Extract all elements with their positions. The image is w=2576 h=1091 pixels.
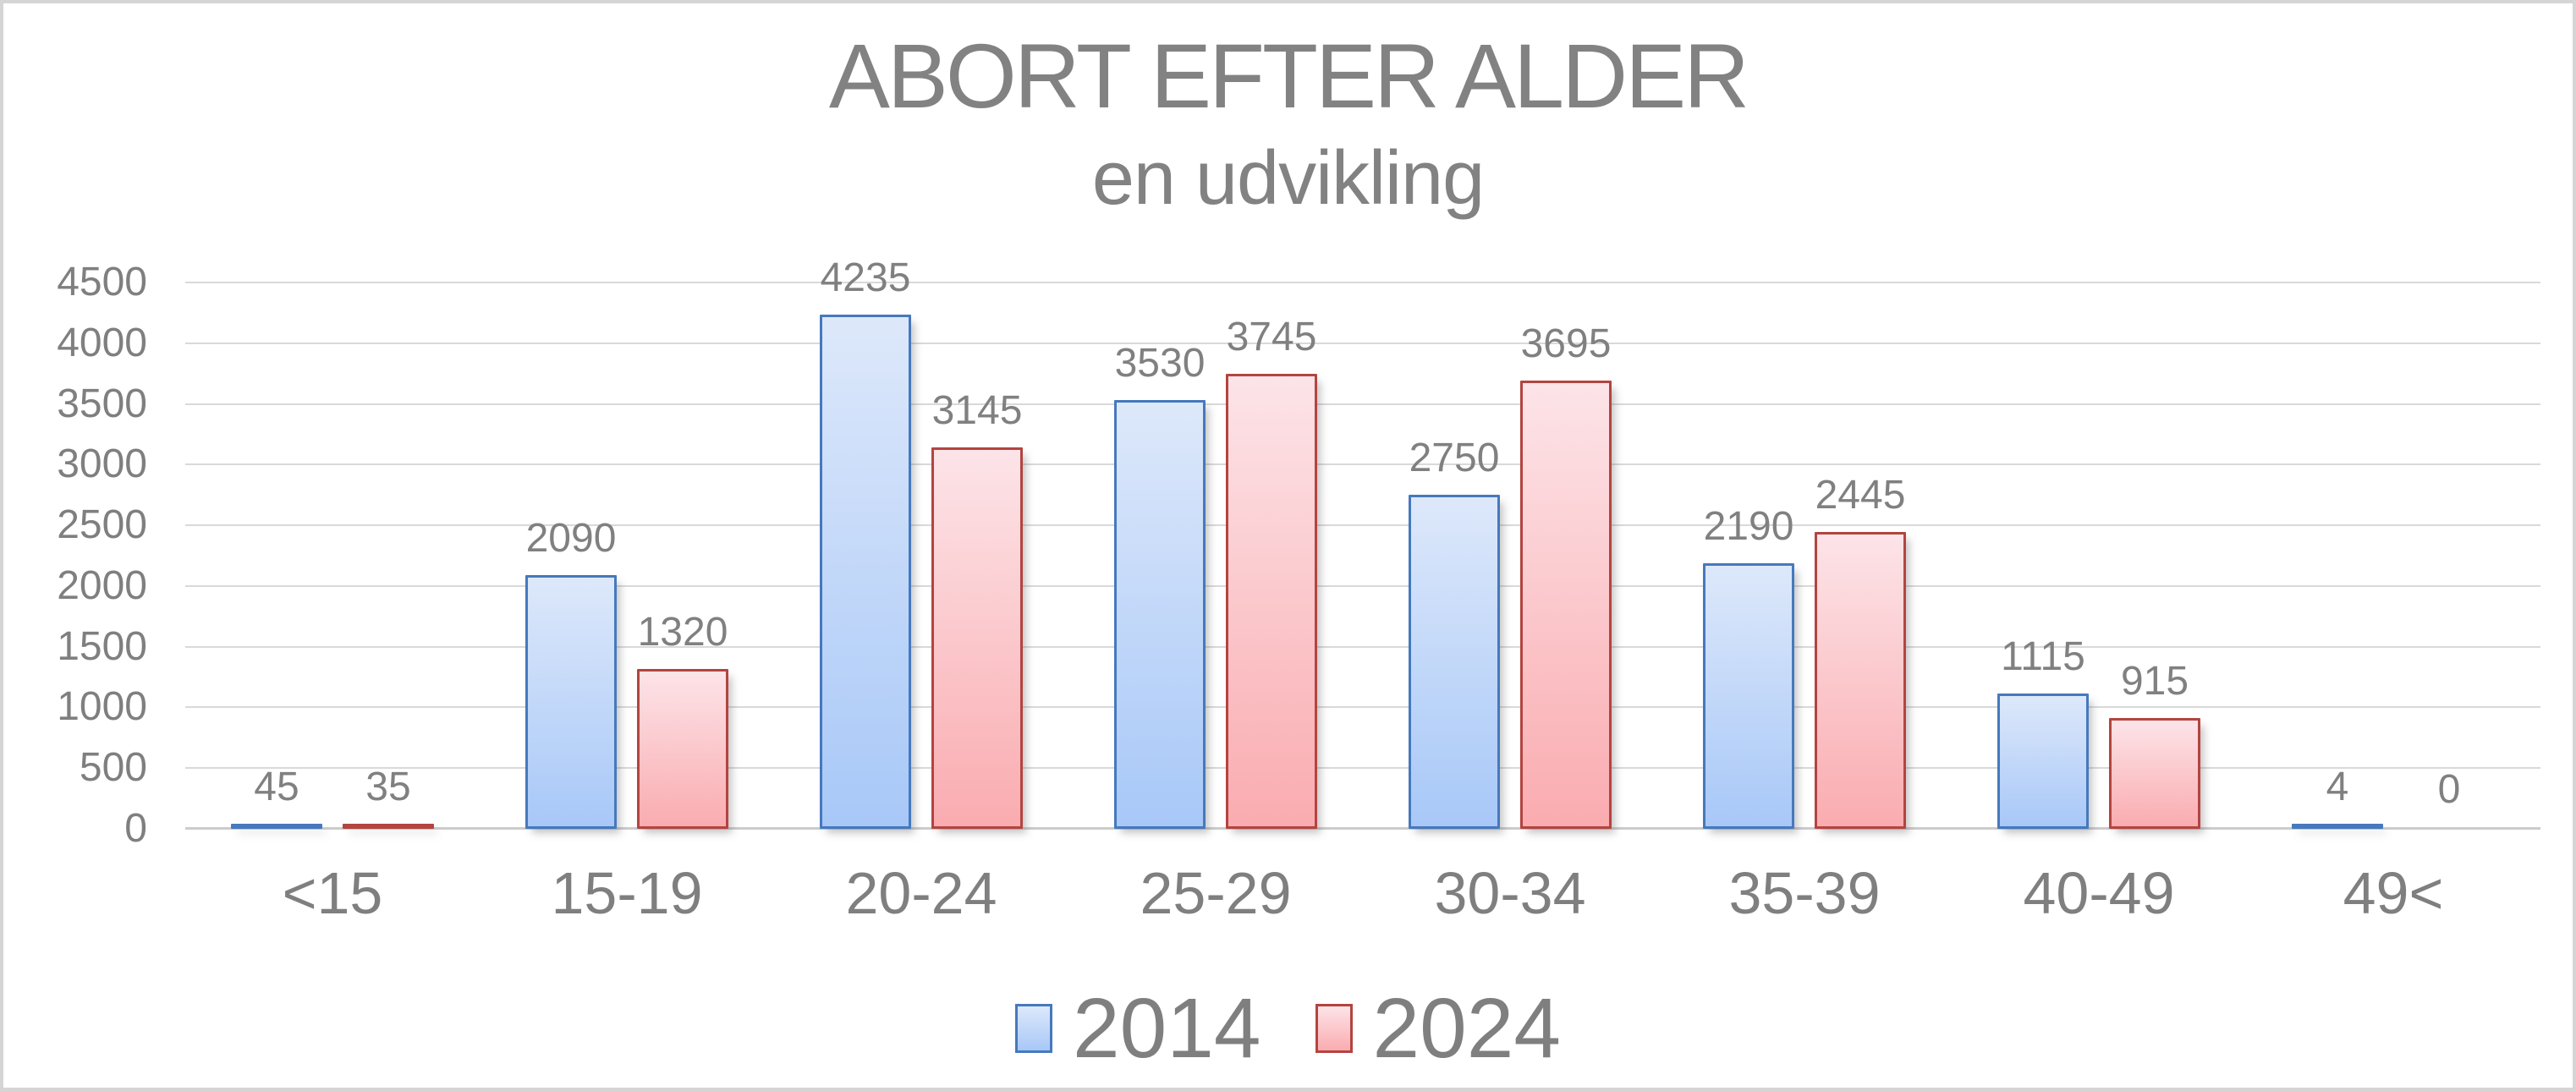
bar-value-label: 0: [2437, 767, 2461, 812]
bar-value-label: 4235: [820, 255, 911, 300]
gridline-0: [185, 827, 2540, 830]
bar-value-label: 915: [2120, 659, 2189, 704]
x-axis-label-25-29: 25-29: [1140, 860, 1292, 926]
x-axis-label-40-49: 40-49: [2023, 860, 2175, 926]
legend-item-2014[interactable]: 2014: [1015, 986, 1261, 1071]
bar-2014-35-39[interactable]: 2190: [1703, 507, 1794, 829]
chart-title: ABORT EFTER ALDER: [828, 25, 1749, 127]
x-axis-label-30-34: 30-34: [1434, 860, 1586, 926]
bar-2014-49<[interactable]: 4: [2292, 767, 2383, 829]
category-group-35-39: 2190 2445: [1657, 282, 1952, 829]
x-axis: <15 15-19 20-24 25-29 30-34 35-39 40-49 49<: [185, 861, 2540, 937]
gridline-500: [185, 767, 2540, 770]
bar-value-label: 1115: [2001, 634, 2085, 679]
y-axis-tick-label: 1000: [57, 684, 147, 730]
x-axis-label-<15: <15: [282, 860, 383, 926]
legend-label-2024: 2024: [1372, 981, 1561, 1076]
x-axis-label-20-24: 20-24: [845, 860, 997, 926]
category-group-15-19: 2090 1320: [480, 282, 774, 829]
bar-2014-20-24[interactable]: 4235: [820, 258, 911, 829]
bar-value-label: 4: [2326, 765, 2349, 809]
bar-2024-20-24[interactable]: 3145: [931, 391, 1023, 829]
category-group-<15: 45 35: [185, 282, 480, 829]
y-axis-tick-label: 3500: [57, 381, 147, 426]
bar-2024-25-29[interactable]: 3745: [1226, 317, 1317, 829]
y-axis-tick-label: 3000: [57, 441, 147, 487]
bar-value-label: 45: [254, 765, 299, 809]
bar-2024-<15[interactable]: 35: [343, 767, 434, 829]
gridline-3500: [185, 403, 2540, 405]
legend-item-2024[interactable]: 2024: [1315, 986, 1561, 1071]
bar-2024-15-19[interactable]: 1320: [637, 612, 728, 829]
legend: 2014 2024: [3, 986, 2573, 1071]
category-group-20-24: 4235 3145: [774, 258, 1068, 829]
chart-subtitle: en udvikling: [1091, 136, 1485, 221]
y-axis-tick-label: 2500: [57, 502, 147, 548]
bar-2014-15-19[interactable]: 2090: [525, 518, 617, 829]
gridline-3000: [185, 463, 2540, 466]
bar-value-label: 3145: [931, 388, 1023, 433]
gridline-4500: [185, 282, 2540, 283]
x-axis-label-49<: 49<: [2343, 860, 2444, 926]
bar-value-label: 3695: [1520, 321, 1612, 366]
category-group-30-34: 2750 3695: [1363, 282, 1657, 829]
bar-2014-25-29[interactable]: 3530: [1114, 343, 1206, 829]
bar-2024-40-49[interactable]: 915: [2109, 661, 2200, 829]
bar-2024-35-39[interactable]: 2445: [1815, 475, 1906, 829]
category-group-40-49: 1115 915: [1952, 282, 2246, 829]
y-axis: 0 500 1000 1500 2000 2500 3000 3500 4000 4500: [3, 260, 147, 851]
bar-value-label: 2445: [1815, 473, 1906, 518]
y-axis-tick-label: 1500: [57, 623, 147, 669]
x-axis-label-15-19: 15-19: [551, 860, 703, 926]
legend-swatch-2014: [1015, 1004, 1053, 1053]
bar-value-label: 3745: [1226, 315, 1317, 359]
bar-2014-<15[interactable]: 45: [231, 767, 322, 829]
bar-value-label: 35: [365, 765, 411, 809]
bar-2014-30-34[interactable]: 2750: [1409, 438, 1500, 829]
gridline-1000: [185, 706, 2540, 709]
x-axis-label-35-39: 35-39: [1728, 860, 1881, 926]
bar-value-label: 2090: [525, 516, 617, 561]
y-axis-tick-label: 0: [124, 806, 147, 851]
gridline-2500: [185, 524, 2540, 527]
y-axis-tick-label: 2000: [57, 562, 147, 608]
gridline-1500: [185, 645, 2540, 648]
plot-area: 45 35 2090 1320 4235 3145 3530 3745 2750 3695 2190…: [185, 258, 2540, 830]
y-axis-tick-label: 500: [79, 745, 147, 791]
gridline-4000: [185, 342, 2540, 344]
legend-label-2014: 2014: [1073, 981, 1261, 1076]
bar-2024-30-34[interactable]: 3695: [1520, 324, 1612, 829]
y-axis-tick-label: 4500: [57, 260, 147, 304]
bar-value-label: 2750: [1409, 436, 1500, 480]
gridline-2000: [185, 584, 2540, 587]
bar-value-label: 2190: [1703, 504, 1794, 549]
bar-2014-40-49[interactable]: 1115: [1997, 637, 2089, 829]
category-group-25-29: 3530 3745: [1068, 282, 1363, 829]
y-axis-tick-label: 4000: [57, 320, 147, 365]
bar-value-label: 1320: [637, 610, 728, 655]
bar-value-label: 3530: [1114, 341, 1206, 386]
legend-swatch-2024: [1315, 1004, 1353, 1053]
